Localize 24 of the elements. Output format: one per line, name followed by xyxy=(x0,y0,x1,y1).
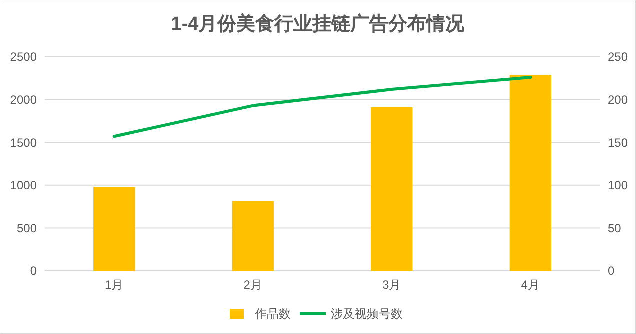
y-tick-label: 1500 xyxy=(10,136,38,150)
y-tick-label: 2500 xyxy=(10,50,38,64)
bar xyxy=(371,108,413,271)
x-tick-label: 2月 xyxy=(244,278,262,292)
y2-tick-label: 250 xyxy=(608,50,628,64)
bar xyxy=(510,74,552,271)
y2-tick-label: 200 xyxy=(608,93,628,107)
y2-tick-label: 150 xyxy=(608,136,628,150)
y-tick-label: 1000 xyxy=(10,178,38,193)
legend-label: 作品数 xyxy=(254,307,291,322)
y-tick-label: 500 xyxy=(16,221,38,236)
x-tick-label: 3月 xyxy=(382,278,402,292)
y-tick-label: 2000 xyxy=(10,93,38,107)
line-series xyxy=(112,76,532,138)
x-tick-label: 1月 xyxy=(105,278,124,292)
bar xyxy=(232,201,274,271)
y-tick-label: 0 xyxy=(30,264,38,278)
chart-title: 1-4月份美食行业挂链广告分布情况 xyxy=(171,13,466,35)
y2-tick-label: 0 xyxy=(608,264,615,278)
x-tick-label: 4月 xyxy=(521,278,540,292)
y2-tick-label: 100 xyxy=(608,178,628,193)
y2-tick-label: 50 xyxy=(608,221,622,236)
bar xyxy=(94,187,136,271)
legend-label: 涉及视频号数 xyxy=(331,307,403,322)
